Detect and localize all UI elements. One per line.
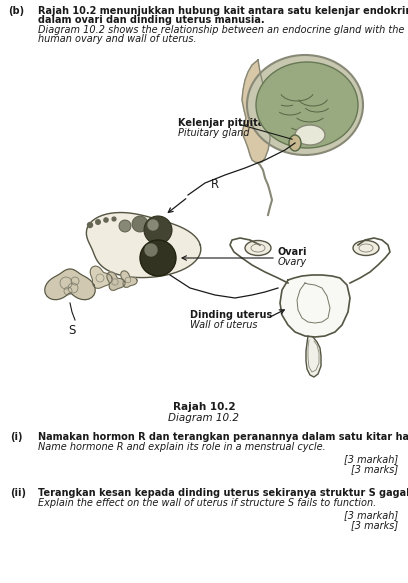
Circle shape	[148, 220, 158, 230]
Text: Dinding uterus: Dinding uterus	[190, 310, 272, 320]
Text: dalam ovari dan dinding uterus manusia.: dalam ovari dan dinding uterus manusia.	[38, 15, 265, 25]
Text: [3 markah]: [3 markah]	[344, 510, 398, 520]
Polygon shape	[280, 275, 350, 337]
Polygon shape	[107, 272, 125, 290]
Polygon shape	[121, 271, 137, 287]
Circle shape	[87, 223, 93, 227]
Ellipse shape	[245, 241, 271, 255]
Text: Explain the effect on the wall of uterus if structure S fails to function.: Explain the effect on the wall of uterus…	[38, 498, 376, 508]
Text: Wall of uterus: Wall of uterus	[190, 320, 257, 330]
Text: R: R	[211, 178, 219, 191]
Text: Rajah 10.2 menunjukkan hubung kait antara satu kelenjar endokrin dengan perubaha: Rajah 10.2 menunjukkan hubung kait antar…	[38, 6, 408, 16]
Circle shape	[132, 216, 148, 232]
Text: Namakan hormon R dan terangkan peranannya dalam satu kitar haid.: Namakan hormon R dan terangkan perananny…	[38, 432, 408, 442]
Text: [3 marks]: [3 marks]	[351, 464, 398, 474]
Text: (b): (b)	[8, 6, 24, 16]
Text: Diagram 10.2 shows the relationship between an endocrine gland with the changes : Diagram 10.2 shows the relationship betw…	[38, 25, 408, 35]
Circle shape	[96, 220, 100, 224]
Text: Kelenjar pituitari: Kelenjar pituitari	[178, 118, 273, 128]
Text: Diagram 10.2: Diagram 10.2	[169, 413, 239, 423]
Text: Terangkan kesan kepada dinding uterus sekiranya struktur S gagal berfungsi.: Terangkan kesan kepada dinding uterus se…	[38, 488, 408, 498]
Polygon shape	[86, 213, 201, 278]
Text: [3 marks]: [3 marks]	[351, 520, 398, 530]
Circle shape	[119, 220, 131, 232]
Text: Ovari: Ovari	[278, 247, 308, 257]
Circle shape	[112, 217, 116, 221]
Polygon shape	[90, 266, 112, 289]
Polygon shape	[242, 60, 270, 163]
Text: Ovary: Ovary	[278, 257, 307, 267]
Ellipse shape	[295, 125, 325, 145]
Ellipse shape	[353, 241, 379, 255]
Text: [3 markah]: [3 markah]	[344, 454, 398, 464]
Ellipse shape	[289, 135, 301, 151]
Circle shape	[104, 218, 108, 222]
Circle shape	[145, 244, 157, 256]
Text: (ii): (ii)	[10, 488, 26, 498]
Text: Rajah 10.2: Rajah 10.2	[173, 402, 235, 412]
Text: S: S	[68, 324, 76, 337]
Text: human ovary and wall of uterus.: human ovary and wall of uterus.	[38, 34, 197, 44]
Ellipse shape	[256, 62, 358, 148]
Text: Name hormone R and explain its role in a menstrual cycle.: Name hormone R and explain its role in a…	[38, 442, 326, 452]
Circle shape	[144, 216, 172, 244]
Ellipse shape	[247, 55, 363, 155]
Circle shape	[140, 240, 176, 276]
Polygon shape	[45, 269, 95, 300]
Polygon shape	[306, 336, 321, 377]
Text: Pituitary gland: Pituitary gland	[178, 128, 250, 138]
Text: (i): (i)	[10, 432, 22, 442]
